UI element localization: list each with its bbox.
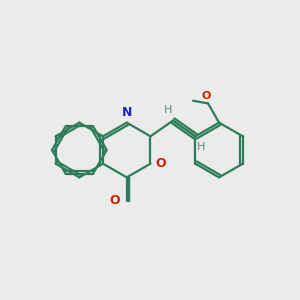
Text: N: N bbox=[122, 106, 132, 119]
Text: H: H bbox=[164, 105, 172, 115]
Text: O: O bbox=[156, 157, 167, 170]
Text: O: O bbox=[110, 194, 120, 207]
Text: O: O bbox=[202, 91, 211, 100]
Text: H: H bbox=[196, 142, 205, 152]
